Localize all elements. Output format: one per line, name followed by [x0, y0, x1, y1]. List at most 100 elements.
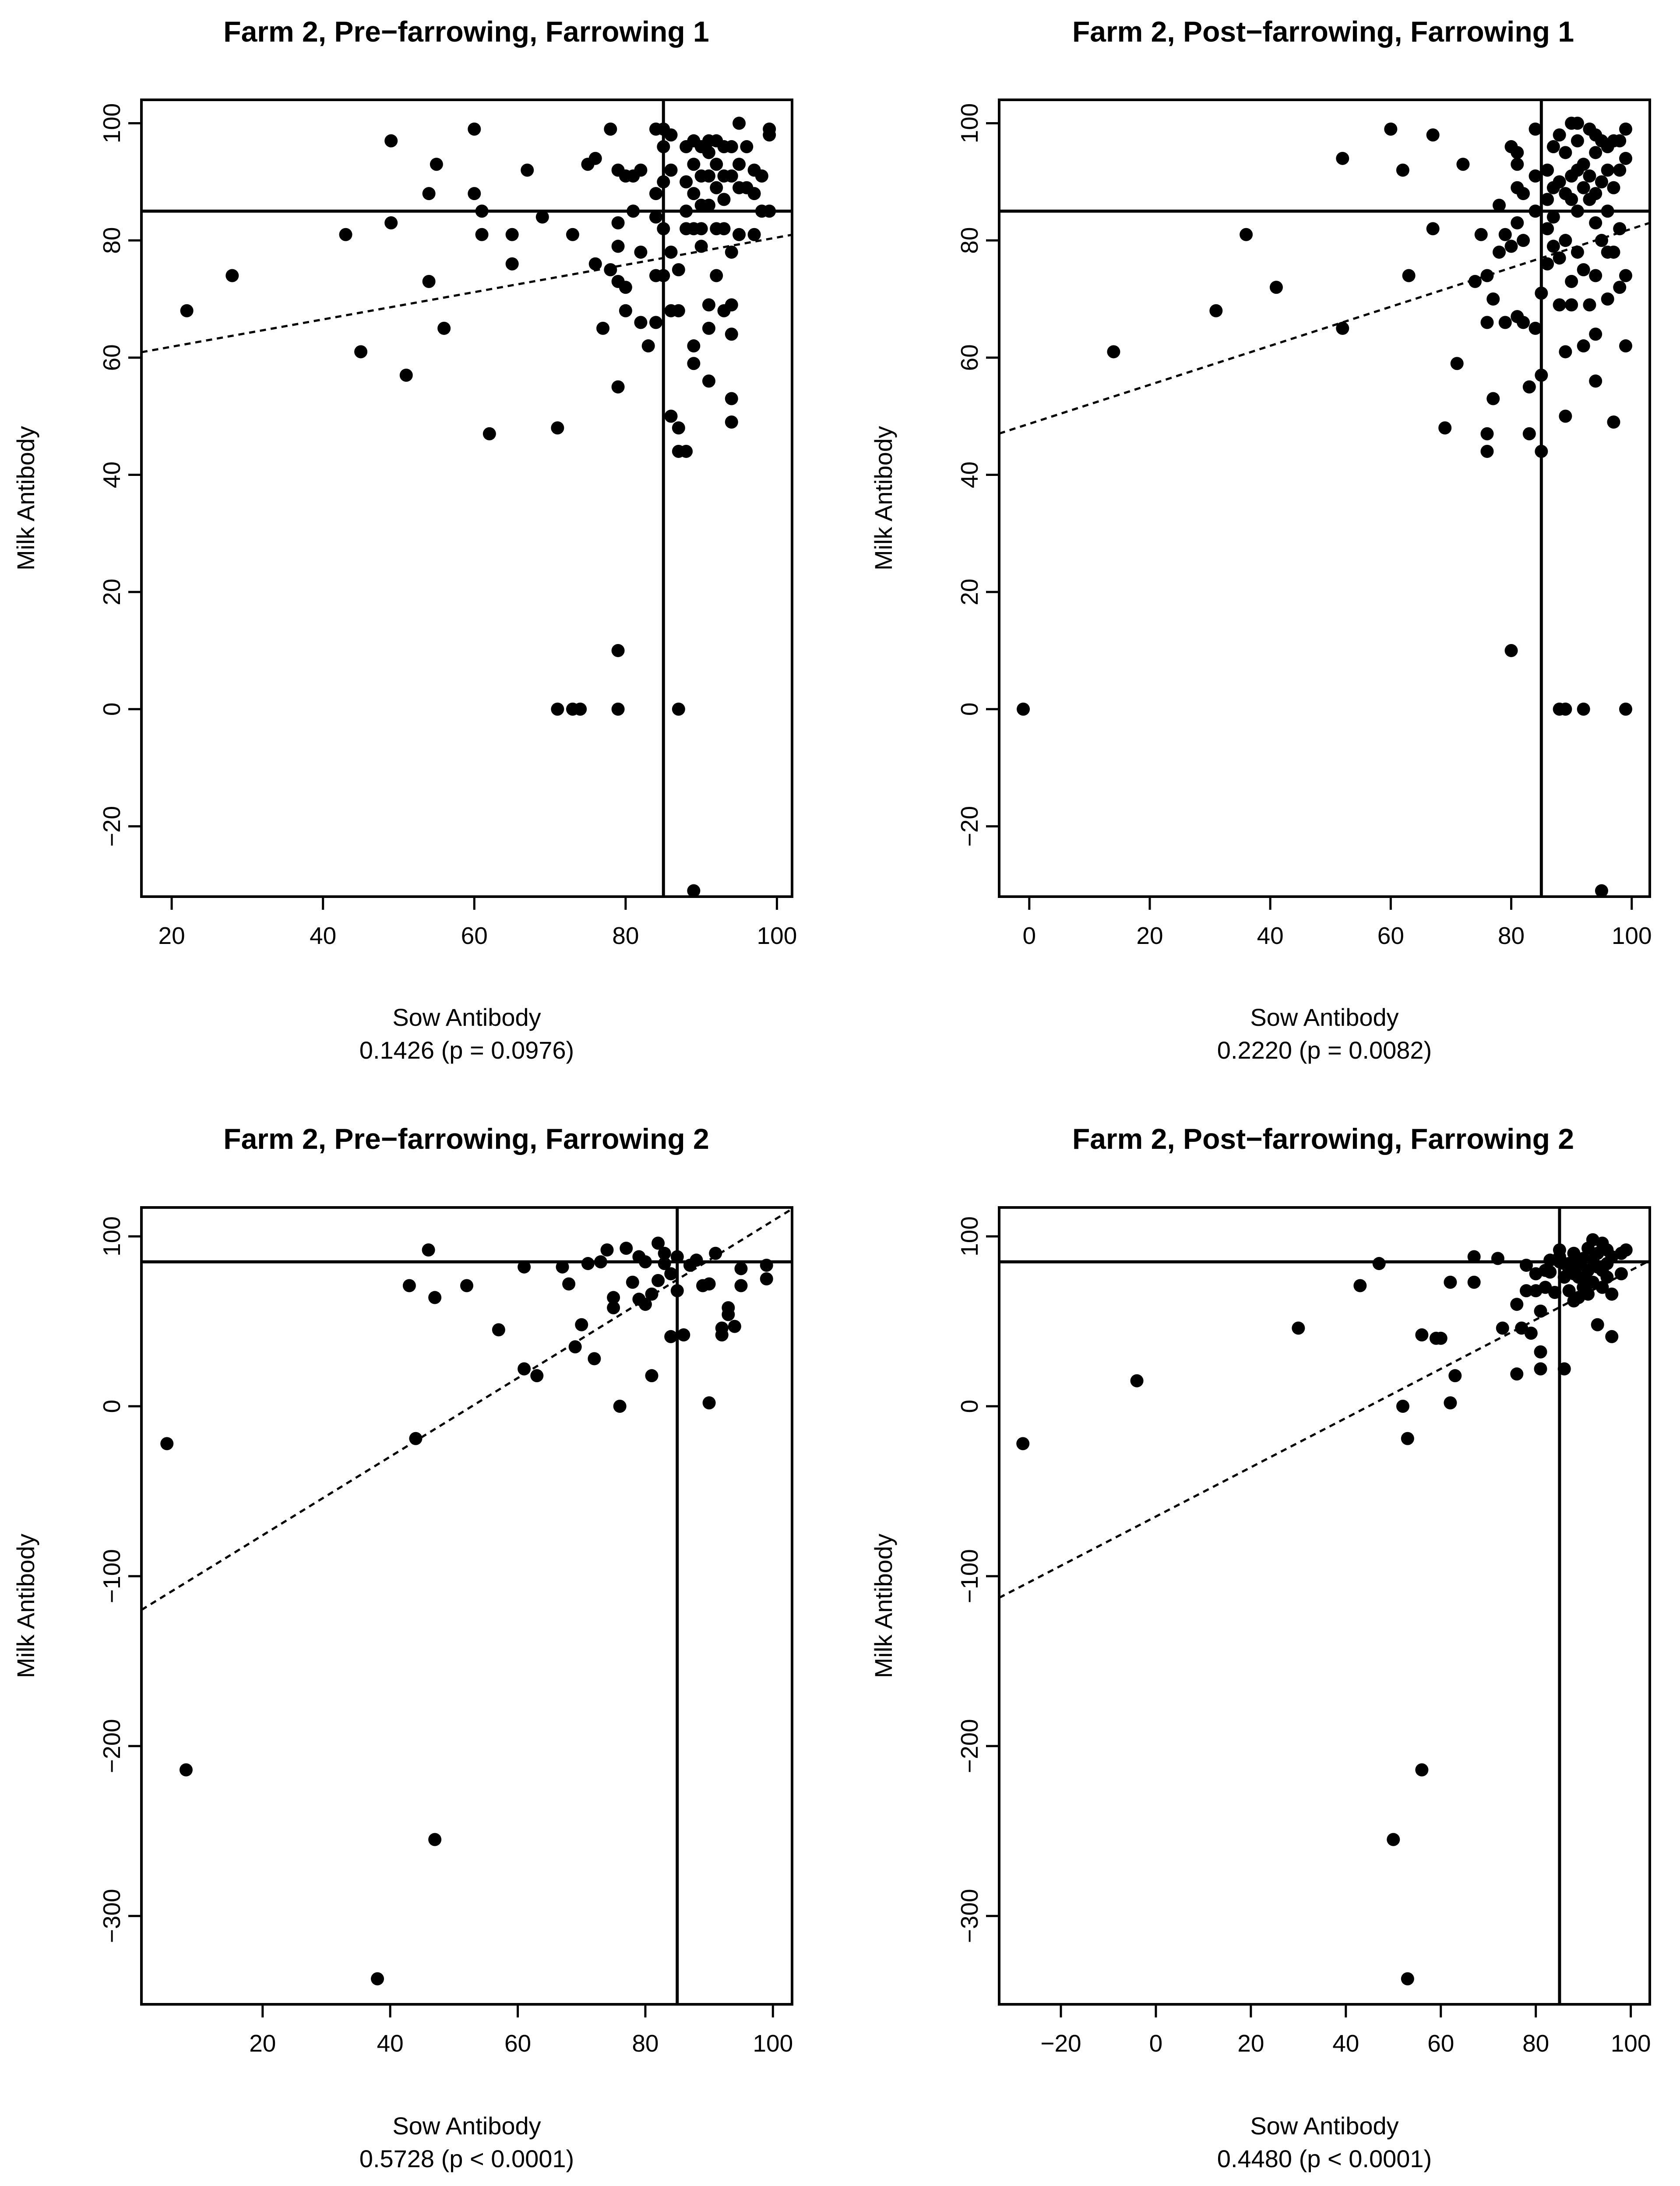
data-point: [725, 245, 738, 259]
y-tick-label: 0: [956, 702, 983, 716]
regression-line: [998, 1259, 1651, 1599]
y-axis-label: Milk Antibody: [12, 1534, 39, 1678]
plot-frame: [140, 99, 793, 898]
data-point: [1534, 1362, 1547, 1376]
data-point: [634, 245, 648, 259]
x-tick-label: 40: [1257, 922, 1284, 949]
data-point: [535, 210, 549, 224]
data-point: [1541, 222, 1554, 236]
data-point: [722, 1308, 735, 1321]
data-point: [1209, 304, 1223, 317]
data-point: [1613, 163, 1627, 177]
x-tick-label: 0: [1149, 2030, 1163, 2057]
data-point: [1589, 269, 1603, 282]
data-point: [664, 128, 678, 142]
data-point: [1583, 169, 1596, 183]
data-point: [1553, 175, 1566, 189]
data-point: [1571, 245, 1584, 259]
y-tick-label: 60: [98, 344, 125, 371]
y-tick-label: 100: [956, 103, 983, 144]
data-point: [1401, 1432, 1414, 1445]
data-point: [475, 228, 489, 241]
data-point: [1571, 116, 1584, 130]
data-point: [763, 204, 776, 218]
data-point: [1591, 1318, 1604, 1331]
data-point: [734, 1262, 748, 1275]
data-point: [619, 304, 632, 317]
data-point: [1553, 298, 1566, 312]
y-tick-label: 20: [98, 579, 125, 605]
data-point: [1292, 1321, 1305, 1335]
data-point: [1601, 163, 1614, 177]
data-point: [1553, 251, 1566, 265]
data-point: [658, 1246, 671, 1260]
data-point: [1619, 269, 1632, 282]
data-point: [725, 298, 738, 312]
chart-panel-post-farrowing-1: Farm 2, Post−farrowing, Farrowing 1 0 20 4…: [870, 15, 1652, 1064]
data-point: [710, 269, 723, 282]
data-point: [588, 257, 602, 271]
data-point: [641, 339, 655, 353]
data-point: [1589, 374, 1603, 388]
data-points: [180, 116, 776, 898]
data-point: [638, 1255, 652, 1269]
data-point: [1541, 193, 1554, 206]
data-point: [687, 339, 701, 353]
data-point: [1396, 1400, 1409, 1413]
x-tick-label: −20: [1040, 2030, 1081, 2057]
data-point: [160, 1437, 174, 1450]
x-axis-ticks: 20 40 60 80 100: [158, 897, 797, 949]
correlation-stat: 0.5728 (p < 0.0001): [359, 2145, 574, 2172]
data-point: [1498, 316, 1512, 329]
data-point: [1511, 216, 1524, 230]
data-point: [611, 380, 625, 394]
regression-fit-line: [141, 1208, 793, 1611]
y-tick-label: −100: [98, 1549, 125, 1603]
data-point: [384, 134, 398, 148]
y-axis-ticks: −20 0 20 40 60 80 100: [956, 103, 999, 847]
correlation-stat: 0.1426 (p = 0.0976): [359, 1036, 574, 1064]
x-axis-ticks: −20 0 20 40 60 80 100: [1040, 2004, 1651, 2057]
x-axis-label: Sow Antibody: [1250, 2112, 1398, 2140]
reference-lines: [999, 1207, 1650, 2004]
data-point: [1426, 128, 1440, 142]
data-point: [1619, 339, 1632, 353]
data-point: [1535, 444, 1548, 458]
data-point: [725, 169, 738, 183]
data-point: [1384, 122, 1398, 136]
data-point: [1372, 1257, 1386, 1271]
data-point: [1496, 1321, 1509, 1335]
data-point: [677, 1328, 690, 1342]
data-point: [1474, 228, 1488, 241]
data-point: [702, 1396, 716, 1410]
chart-title: Farm 2, Post−farrowing, Farrowing 2: [1072, 1123, 1574, 1155]
data-point: [1517, 187, 1530, 201]
data-point: [437, 321, 451, 335]
data-point: [1577, 181, 1590, 194]
data-point: [1107, 345, 1120, 359]
data-point: [680, 204, 693, 218]
data-point: [422, 187, 436, 201]
data-point: [613, 1400, 627, 1413]
data-point: [1546, 210, 1560, 224]
data-point: [518, 1260, 531, 1274]
data-point: [1240, 228, 1253, 241]
data-point: [1607, 415, 1620, 429]
data-point: [672, 304, 685, 317]
data-point: [1535, 286, 1548, 300]
regression-fit-line: [998, 1259, 1651, 1599]
data-point: [664, 409, 678, 423]
x-tick-label: 80: [612, 922, 639, 949]
data-point: [1517, 316, 1530, 329]
data-point: [399, 368, 413, 382]
x-axis-ticks: 0 20 40 60 80 100: [1022, 897, 1652, 949]
data-point: [384, 216, 398, 230]
y-tick-label: 80: [956, 227, 983, 254]
x-tick-label: 20: [249, 2030, 276, 2057]
data-point: [422, 1243, 435, 1257]
data-point: [1553, 128, 1566, 142]
data-point: [694, 239, 708, 253]
data-point: [1510, 1298, 1524, 1311]
chart-panel-pre-farrowing-1: Farm 2, Pre−farrowing, Farrowing 1 20 40 6…: [12, 15, 797, 1064]
